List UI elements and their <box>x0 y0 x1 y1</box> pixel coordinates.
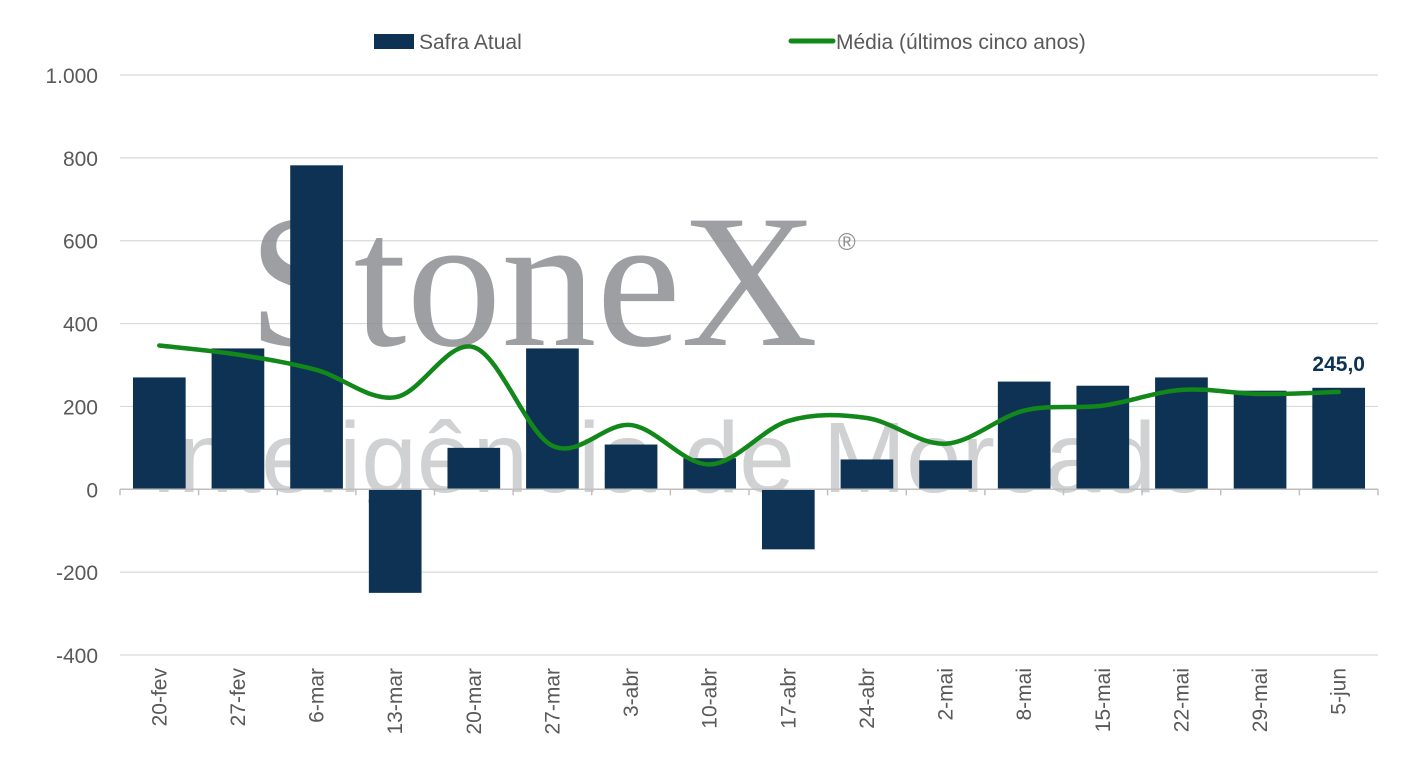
x-tick-label: 8-mai <box>1013 668 1036 721</box>
x-tick-label: 24-abr <box>856 668 879 729</box>
y-tick-label: 800 <box>63 148 98 171</box>
data-labels: 245,0 <box>1312 353 1365 376</box>
bar <box>132 377 186 490</box>
y-tick-label: 200 <box>63 396 98 419</box>
bar <box>1233 390 1287 490</box>
x-tick-label: 27-mar <box>541 668 564 735</box>
bar <box>1155 377 1208 490</box>
y-tick-label: -200 <box>56 562 98 585</box>
data-label-last-value: 245,0 <box>1312 353 1365 376</box>
bar <box>290 165 343 490</box>
y-tick-label: 400 <box>63 314 98 337</box>
x-tick-label: 20-fev <box>148 668 171 727</box>
legend: Safra Atual Média (últimos cinco anos) <box>374 31 1086 54</box>
x-tick-label: 6-mar <box>306 668 329 723</box>
x-tick-label: 15-mai <box>1092 668 1115 732</box>
y-axis-tick-labels: 1.000 800 600 400 200 0 -200 -400 <box>45 65 98 668</box>
y-tick-label: 0 <box>86 479 98 502</box>
x-axis-tick-labels: 20-fev 27-fev 6-mar 13-mar 20-mar 27-mar 3-abr… <box>148 668 1350 735</box>
bar <box>447 447 501 490</box>
x-tick-label: 27-fev <box>227 668 250 727</box>
x-tick-label: 22-mai <box>1170 668 1193 732</box>
line-series <box>157 343 1341 467</box>
watermark-registered-mark: ® <box>838 229 856 256</box>
y-tick-label: 600 <box>63 231 98 254</box>
bar <box>997 381 1051 490</box>
legend-label-safra-atual: Safra Atual <box>419 31 522 54</box>
x-tick-label: 10-abr <box>699 668 722 729</box>
y-tick-label: 1.000 <box>45 65 98 88</box>
bar-series <box>132 165 1366 593</box>
bar <box>526 348 579 490</box>
bar <box>604 444 658 490</box>
media-line <box>157 343 1341 467</box>
x-tick-label: 2-mai <box>935 668 958 721</box>
legend-label-media: Média (últimos cinco anos) <box>836 31 1086 54</box>
bar <box>1312 387 1366 490</box>
x-tick-label: 5-jun <box>1328 668 1351 715</box>
x-tick-label: 17-abr <box>777 668 800 729</box>
x-tick-label: 3-abr <box>620 668 643 717</box>
bar <box>211 348 265 490</box>
bar <box>840 459 894 490</box>
x-tick-label: 29-mai <box>1249 668 1272 732</box>
y-tick-label: -400 <box>56 645 98 668</box>
legend-swatch-safra-atual <box>374 34 414 49</box>
bar <box>761 489 815 550</box>
bar <box>919 460 972 490</box>
bar <box>368 489 422 593</box>
x-tick-label: 13-mar <box>384 668 407 735</box>
x-tick-label: 20-mar <box>463 668 486 735</box>
x-axis <box>119 488 1379 496</box>
